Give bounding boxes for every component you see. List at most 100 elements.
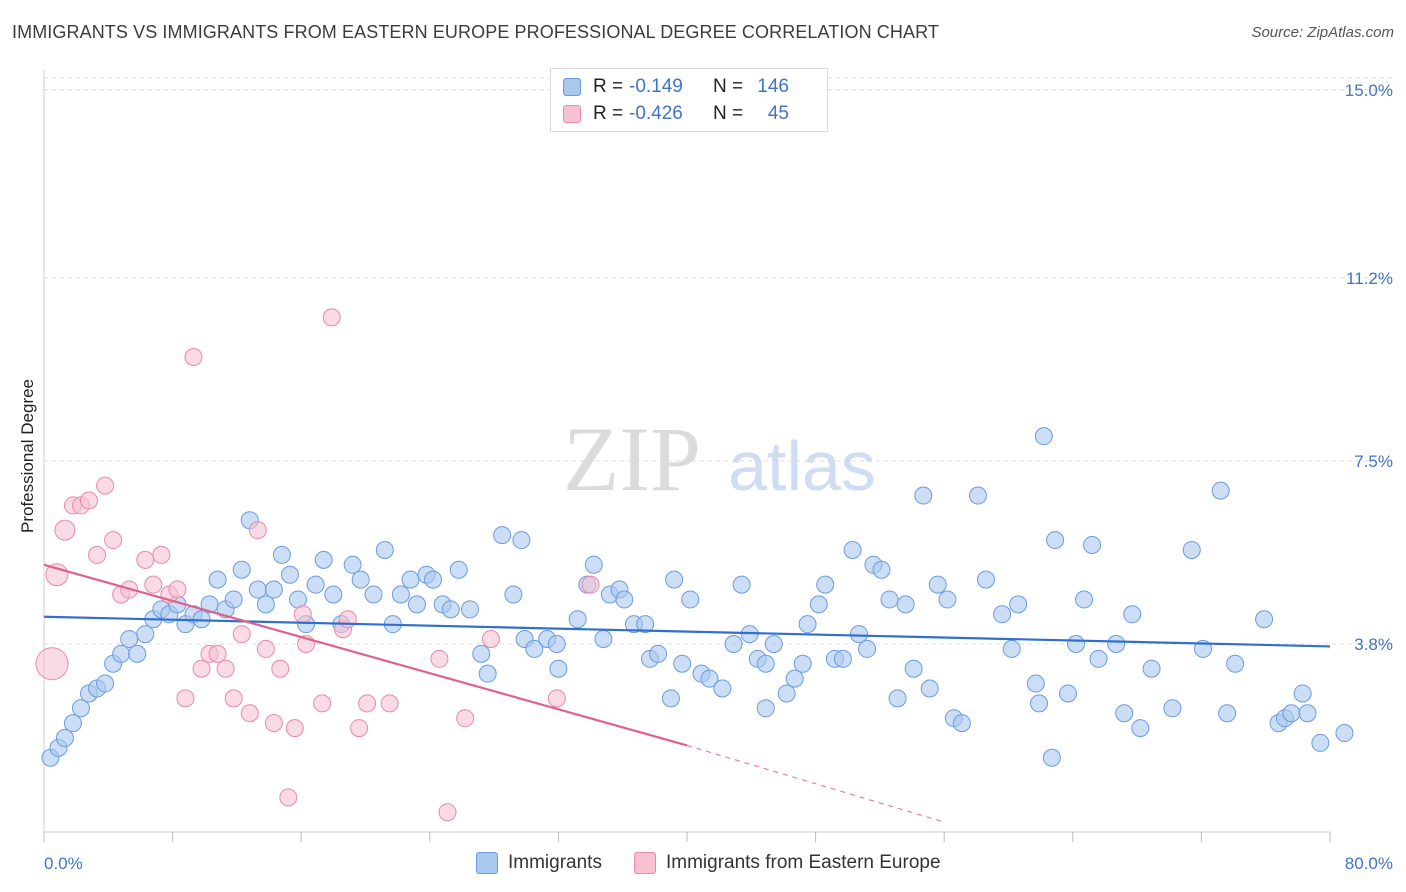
legend-item-immigrants[interactable]: Immigrants xyxy=(476,852,602,874)
point-immigrants xyxy=(449,560,468,579)
legend-label-immigrants: Immigrants xyxy=(508,852,602,873)
point-eastern-europe xyxy=(264,714,283,733)
point-immigrants xyxy=(55,728,74,747)
point-eastern-europe xyxy=(168,580,187,599)
source-label: Source: ZipAtlas.com xyxy=(1251,24,1394,41)
point-immigrants xyxy=(343,555,362,574)
watermark: ZIP atlas xyxy=(563,408,876,510)
point-immigrants xyxy=(732,575,751,594)
point-immigrants xyxy=(549,659,568,678)
correlation-legend: R = -0.149 N = 146 R = -0.426 N = 45 xyxy=(550,68,828,132)
point-immigrants xyxy=(232,560,251,579)
point-immigrants xyxy=(1009,595,1028,614)
point-immigrants xyxy=(1226,654,1245,673)
point-immigrants xyxy=(880,590,899,609)
point-immigrants xyxy=(1115,704,1134,723)
point-immigrants xyxy=(649,644,668,663)
point-eastern-europe xyxy=(430,649,449,668)
point-immigrants xyxy=(636,615,655,634)
point-immigrants xyxy=(809,595,828,614)
point-immigrants xyxy=(777,684,796,703)
y-tick-label: 7.5% xyxy=(1354,452,1393,471)
point-eastern-europe xyxy=(547,689,566,708)
point-immigrants xyxy=(120,630,139,649)
watermark-atlas: atlas xyxy=(728,427,876,505)
point-eastern-europe xyxy=(285,719,304,738)
legend-item-eastern-europe[interactable]: Immigrants from Eastern Europe xyxy=(633,852,941,874)
point-eastern-europe xyxy=(350,719,369,738)
point-immigrants xyxy=(1030,694,1049,713)
legend-swatch-eastern-europe xyxy=(633,852,656,874)
point-immigrants xyxy=(1026,674,1045,693)
point-immigrants xyxy=(1163,699,1182,718)
point-immigrants xyxy=(1075,590,1094,609)
point-immigrants xyxy=(280,565,299,584)
point-immigrants xyxy=(224,590,243,609)
point-immigrants xyxy=(785,669,804,688)
point-immigrants xyxy=(594,630,613,649)
legend-n-label: N = xyxy=(713,76,744,97)
point-immigrants xyxy=(833,649,852,668)
legend-swatch-immigrants xyxy=(563,78,581,96)
point-immigrants xyxy=(1083,536,1102,555)
chart-title: IMMIGRANTS VS IMMIGRANTS FROM EASTERN EU… xyxy=(12,22,939,42)
point-immigrants xyxy=(1107,634,1126,653)
point-eastern-europe xyxy=(358,694,377,713)
point-immigrants xyxy=(112,644,131,663)
point-immigrants xyxy=(1042,748,1061,767)
point-immigrants xyxy=(525,639,544,658)
point-immigrants xyxy=(1034,427,1053,446)
point-eastern-europe xyxy=(224,689,243,708)
legend-n-label: N = xyxy=(713,103,744,124)
point-immigrants xyxy=(872,560,891,579)
point-immigrants xyxy=(793,654,812,673)
point-immigrants xyxy=(938,590,957,609)
point-immigrants xyxy=(816,575,835,594)
grid-lines xyxy=(44,77,1392,645)
legend-label-eastern-europe: Immigrants from Eastern Europe xyxy=(665,852,941,873)
point-immigrants xyxy=(700,669,719,688)
point-immigrants xyxy=(136,625,155,644)
point-eastern-europe xyxy=(313,694,332,713)
point-eastern-europe xyxy=(192,659,211,678)
point-immigrants xyxy=(615,590,634,609)
point-eastern-europe xyxy=(248,521,267,540)
point-eastern-europe xyxy=(80,491,99,510)
point-immigrants xyxy=(391,585,410,604)
point-eastern-europe xyxy=(481,630,500,649)
point-immigrants xyxy=(351,570,370,589)
x-tick-label: 0.0% xyxy=(44,854,83,873)
point-eastern-europe xyxy=(184,347,203,366)
point-immigrants xyxy=(478,664,497,683)
point-eastern-europe xyxy=(338,610,357,629)
point-eastern-europe xyxy=(216,659,235,678)
point-immigrants xyxy=(1293,684,1312,703)
trend-line-immigrants xyxy=(43,615,1331,648)
trend-lines xyxy=(43,563,1331,823)
point-immigrants xyxy=(1255,610,1274,629)
point-immigrants xyxy=(1211,481,1230,500)
point-immigrants xyxy=(248,580,267,599)
y-axis-label: Professional Degree xyxy=(18,379,37,533)
point-immigrants xyxy=(756,654,775,673)
point-immigrants xyxy=(993,605,1012,624)
point-immigrants xyxy=(272,545,291,564)
series-legend: Immigrants Immigrants from Eastern Europ… xyxy=(476,852,973,874)
point-immigrants xyxy=(1311,733,1330,752)
y-tick-label: 15.0% xyxy=(1345,81,1393,100)
point-immigrants xyxy=(512,531,531,550)
point-immigrants xyxy=(208,570,227,589)
point-immigrants xyxy=(96,674,115,693)
point-immigrants xyxy=(1142,659,1161,678)
point-immigrants xyxy=(1282,704,1301,723)
point-eastern-europe xyxy=(256,639,275,658)
tick-labels: 3.8% 7.5% 11.2% 15.0% 0.0% 80.0% xyxy=(44,81,1393,873)
point-immigrants xyxy=(1123,605,1142,624)
point-eastern-europe xyxy=(232,625,251,644)
point-immigrants xyxy=(424,570,443,589)
point-immigrants xyxy=(1046,531,1065,550)
trend-line-eastern-europe xyxy=(43,563,688,747)
y-tick-label: 11.2% xyxy=(1346,269,1393,288)
point-eastern-europe xyxy=(104,531,123,550)
point-immigrants xyxy=(1218,704,1237,723)
